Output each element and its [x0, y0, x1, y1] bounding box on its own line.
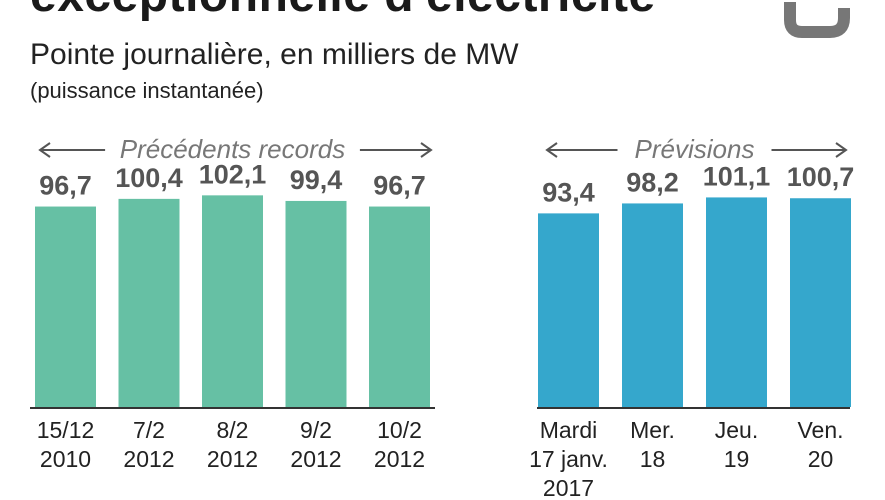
bar: [285, 200, 347, 407]
category-label: 8/2: [217, 417, 249, 443]
value-label: 93,4: [542, 177, 595, 207]
bar: [622, 203, 683, 407]
unit-note: (puissance instantanée): [30, 78, 264, 103]
category-label: 20: [808, 446, 834, 472]
category-label: 19: [724, 446, 750, 472]
category-label: 2017: [543, 475, 594, 500]
category-label: Mardi: [540, 417, 598, 443]
arrowhead-right: [420, 142, 433, 158]
bar: [369, 206, 430, 407]
value-label: 100,4: [115, 163, 183, 193]
arrowhead-left: [545, 142, 558, 158]
arrowhead-right: [835, 142, 848, 158]
value-label: 100,7: [787, 162, 855, 192]
category-label: 18: [640, 446, 666, 472]
category-label: 7/2: [133, 417, 165, 443]
value-label: 102,1: [199, 159, 267, 189]
value-label: 98,2: [626, 167, 679, 197]
plug-hook-icon: [784, 2, 850, 38]
category-label: 2012: [207, 446, 258, 472]
category-label: 17 janv.: [529, 446, 608, 472]
value-label: 101,1: [703, 161, 771, 191]
bar: [202, 195, 263, 407]
group-label: Prévisions: [635, 134, 755, 164]
category-label: Mer.: [630, 417, 675, 443]
value-label: 99,4: [290, 165, 343, 195]
category-label: 2012: [374, 446, 425, 472]
category-label: Jeu.: [715, 417, 758, 443]
bar: [706, 197, 767, 407]
category-label: 10/2: [377, 417, 422, 443]
bar: [118, 198, 180, 407]
category-label: 2012: [290, 446, 341, 472]
bar: [35, 206, 96, 407]
category-label: 2012: [123, 446, 174, 472]
bar: [790, 198, 851, 407]
arrowhead-left: [38, 142, 51, 158]
category-label: 15/12: [37, 417, 95, 443]
group-label: Précédents records: [120, 134, 345, 164]
chart-subtitle: Pointe journalière, en milliers de MW: [30, 38, 519, 71]
value-label: 96,7: [373, 171, 426, 201]
category-label: 2010: [40, 446, 91, 472]
category-label: 9/2: [300, 417, 332, 443]
value-label: 96,7: [39, 171, 92, 201]
chart-title: exceptionnelle d'électricité: [30, 0, 656, 23]
bar: [538, 213, 599, 407]
category-label: Ven.: [797, 417, 843, 443]
